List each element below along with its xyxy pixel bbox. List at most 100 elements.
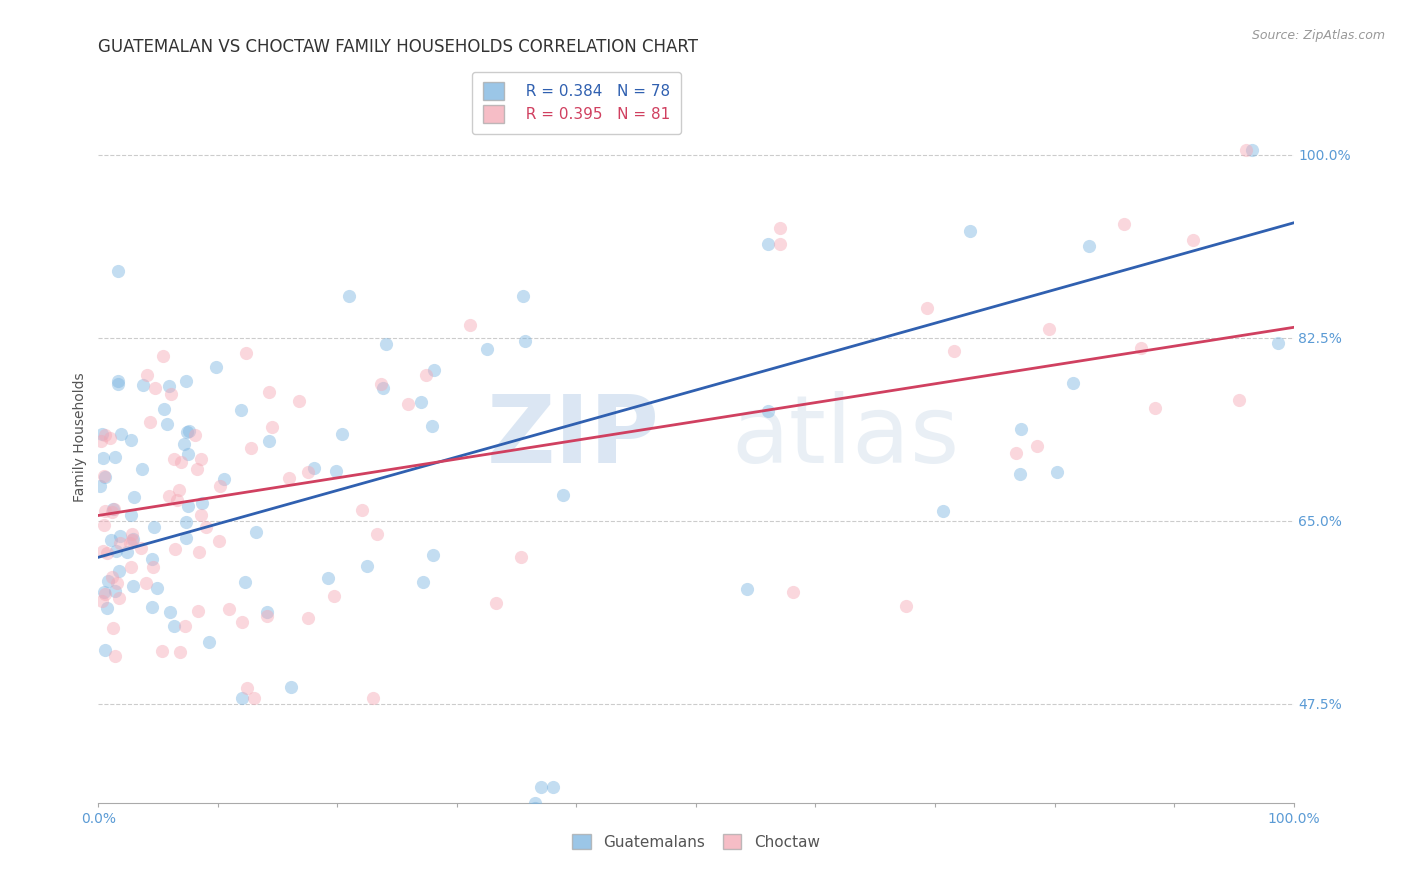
Point [184,428,207,442]
Point [959,224,981,238]
Point [110,426,132,441]
Point [325,464,347,478]
Point [157,490,180,504]
Point [231,615,253,629]
Point [107,374,129,388]
Point [120,508,142,522]
Point [90,427,112,442]
Point [915,301,938,315]
Point [1010,467,1032,481]
Point [297,611,319,625]
Point [176,425,198,440]
Point [523,801,546,815]
Point [94,587,117,601]
Point [302,460,325,475]
Point [167,483,190,498]
Point [363,691,385,706]
Point [107,264,129,278]
Point [120,433,142,447]
Point [942,343,965,358]
Point [177,499,200,513]
Point [1129,341,1152,355]
Point [157,379,180,393]
Point [169,645,191,659]
Point [409,395,432,409]
Point [477,342,499,356]
Point [174,515,197,529]
Point [122,532,145,546]
Point [122,579,145,593]
Point [108,536,131,550]
Point [176,447,198,461]
Point [165,542,187,557]
Point [231,691,253,706]
Point [297,465,319,479]
Point [156,417,179,432]
Point [316,571,339,585]
Point [932,503,955,517]
Point [90,434,112,448]
Point [174,374,197,388]
Point [132,377,155,392]
Point [205,359,228,374]
Point [1114,218,1136,232]
Point [422,548,444,562]
Point [94,643,117,657]
Point [101,570,124,584]
Point [174,619,197,633]
Text: Source: ZipAtlas.com: Source: ZipAtlas.com [1251,29,1385,42]
Point [415,368,437,383]
Point [396,397,419,411]
Point [191,496,214,510]
Point [412,575,434,590]
Point [256,609,278,624]
Point [104,584,127,599]
Legend: Guatemalans, Choctaw: Guatemalans, Choctaw [565,826,827,857]
Point [235,574,257,589]
Point [104,450,127,464]
Point [121,533,143,547]
Point [208,478,231,492]
Point [229,402,252,417]
Point [166,493,188,508]
Point [262,419,284,434]
Point [756,236,779,251]
Point [89,478,111,492]
Point [104,648,127,663]
Point [135,368,157,382]
Point [93,543,115,558]
Point [105,543,128,558]
Point [170,455,193,469]
Point [1046,465,1069,479]
Point [756,404,779,418]
Point [214,472,236,486]
Point [94,504,117,518]
Point [91,451,114,466]
Point [100,533,122,547]
Point [541,780,564,794]
Point [218,602,240,616]
Point [107,591,129,605]
Point [1267,335,1289,350]
Point [96,601,118,615]
Point [330,426,353,441]
Point [356,559,378,574]
Point [195,520,218,534]
Text: atlas: atlas [733,391,960,483]
Point [485,596,508,610]
Point [108,528,131,542]
Text: GUATEMALAN VS CHOCTAW FAMILY HOUSEHOLDS CORRELATION CHART: GUATEMALAN VS CHOCTAW FAMILY HOUSEHOLDS … [98,38,699,56]
Point [159,605,181,619]
Point [96,546,118,560]
Point [163,619,186,633]
Point [236,681,259,696]
Point [121,560,143,574]
Point [174,531,197,545]
Point [257,434,280,448]
Point [142,520,165,534]
Point [323,589,346,603]
Point [131,462,153,476]
Point [173,437,195,451]
Point [256,606,278,620]
Point [152,401,174,416]
